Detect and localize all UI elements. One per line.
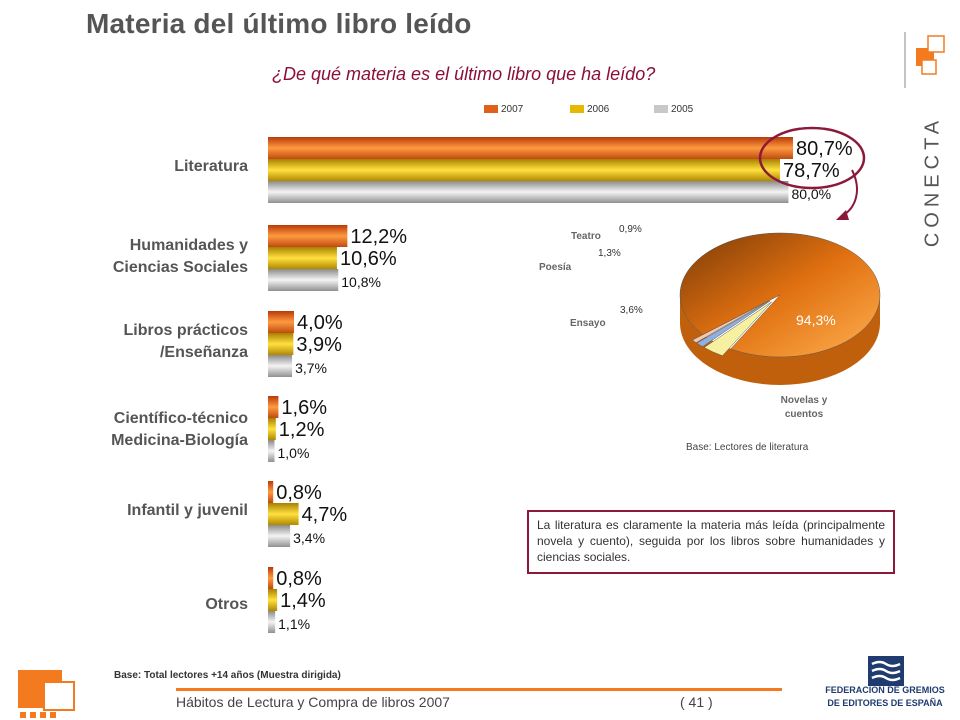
bar-2005-5: [268, 611, 276, 633]
conclusion-box: La literatura es claramente la materia m…: [527, 510, 895, 574]
pie-label-teatro: Teatro: [571, 231, 601, 242]
bar-label-2006-2: 3,9%: [296, 334, 342, 356]
conecta-wordmark: CONECTA: [921, 115, 944, 248]
pie-value-poesia: 1,3%: [598, 248, 621, 259]
footer-squares-icon: [18, 670, 75, 718]
category-cientifico-tecnico: Científico-técnico Medicina-Biología: [111, 410, 248, 449]
legend-swatch-2005: [654, 105, 668, 113]
category-infantil-juvenil: Infantil y juvenil: [127, 502, 248, 519]
legend-label-2006: 2006: [587, 103, 610, 115]
highlight-arrow: [841, 169, 858, 217]
bar-2007-1: [268, 225, 348, 247]
category-humanidades: Humanidades y Ciencias Sociales: [112, 237, 248, 276]
bar-2006-4: [268, 503, 299, 525]
legend-2007: 2007: [484, 102, 523, 116]
bar-label-2006-5: 1,4%: [280, 590, 326, 612]
legend-label-2007: 2007: [501, 103, 524, 115]
bar-2007-4: [268, 481, 274, 503]
legend-label-2005: 2005: [671, 103, 694, 115]
bar-2006-2: [268, 333, 294, 355]
page-number: ( 41 ): [680, 694, 713, 710]
bar-2007-0: [268, 137, 793, 159]
page-title: Materia del último libro leído: [86, 8, 472, 39]
pie-value-teatro: 0,9%: [619, 224, 642, 235]
bar-2007-3: [268, 396, 279, 418]
bar-label-2007-4: 0,8%: [276, 482, 322, 504]
pie-label-novelas: Novelas y cuentos: [780, 395, 828, 420]
bar-label-2005-4: 3,4%: [293, 530, 325, 546]
category-otros: Otros: [205, 596, 248, 613]
bar-label-2007-0: 80,7%: [796, 138, 853, 160]
footer-title: Hábitos de Lectura y Compra de libros 20…: [176, 694, 450, 710]
bar-2005-1: [268, 269, 339, 291]
bar-label-2006-0: 78,7%: [783, 160, 840, 182]
pie-label-ensayo: Ensayo: [570, 318, 606, 329]
pie-slice-1: [703, 301, 772, 357]
pie-slice-2: [696, 300, 771, 347]
pie-value-ensayo: 3,6%: [620, 305, 643, 316]
bar-chart: 80,7%78,7% 80,0% 12,2%10,6% 10,8% 4,0%3,9% 3,…: [268, 126, 866, 633]
bar-label-2005-3: 1,0%: [278, 445, 310, 461]
bar-label-2005-0: 80,0%: [791, 186, 831, 202]
bar-2005-4: [268, 525, 291, 547]
highlight-arrowhead: [836, 210, 849, 220]
category-literatura: Literatura: [174, 158, 248, 175]
bar-label-2005-5: 1,1%: [278, 616, 310, 632]
survey-question: ¿De qué materia es el último libro que h…: [272, 64, 656, 84]
legend-2006: 2006: [570, 102, 609, 116]
bar-2005-0: [268, 181, 789, 203]
bar-2005-3: [268, 440, 275, 462]
bar-2005-2: [268, 355, 293, 377]
bar-2007-2: [268, 311, 295, 333]
bar-label-2007-2: 4,0%: [297, 312, 343, 334]
bar-label-2007-1: 12,2%: [350, 226, 407, 248]
bar-label-2006-3: 1,2%: [279, 419, 325, 441]
bar-label-2006-4: 4,7%: [302, 504, 348, 526]
pie-slice-0: [679, 232, 881, 358]
bar-label-2006-1: 10,6%: [340, 248, 397, 270]
footer-rule: [176, 688, 782, 691]
pie-slice-3: [691, 300, 770, 343]
bar-2006-1: [268, 247, 337, 269]
pie-base-note: Base: Lectores de literatura: [686, 442, 809, 453]
legend-2005: 2005: [654, 102, 693, 116]
conecta-logo: CONECTA: [902, 30, 952, 260]
federation-name: FEDERACIÓN DE GREMIOS DE EDITORES DE ESP…: [825, 685, 945, 708]
bar-label-2007-3: 1,6%: [281, 397, 327, 419]
pie-label-poesia: Poesía: [539, 262, 572, 273]
highlight-ellipse: [758, 126, 866, 190]
federation-logo-icon: [868, 656, 904, 686]
bar-label-2005-2: 3,7%: [295, 360, 327, 376]
conecta-squares-icon: [904, 32, 945, 88]
bar-label-2005-1: 10,8%: [341, 274, 381, 290]
pie-chart: [679, 232, 881, 385]
bar-2006-3: [268, 418, 276, 440]
pie-value-novelas: 94,3%: [796, 312, 836, 328]
legend-swatch-2007: [484, 105, 498, 113]
bar-2006-0: [268, 159, 780, 181]
bar-label-2007-5: 0,8%: [276, 568, 322, 590]
pie-side: [680, 295, 880, 385]
base-note: Base: Total lectores +14 años (Muestra d…: [114, 670, 341, 681]
legend-swatch-2006: [570, 105, 584, 113]
bar-2007-5: [268, 567, 274, 589]
bar-2006-5: [268, 589, 278, 611]
category-libros-practicos: Libros prácticos /Enseñanza: [123, 322, 248, 361]
